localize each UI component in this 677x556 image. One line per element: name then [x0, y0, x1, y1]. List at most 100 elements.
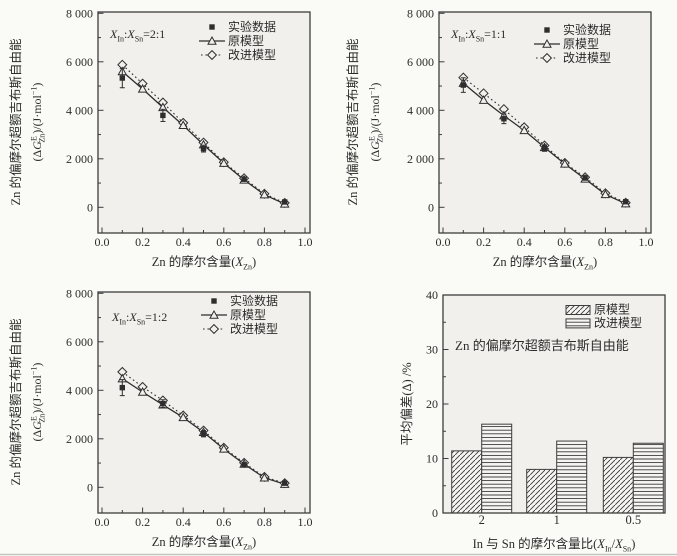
bar-improved — [556, 440, 588, 514]
x-tick-label: 0.4 — [176, 235, 191, 249]
marker-experimental — [119, 384, 125, 391]
marker-improved — [541, 52, 553, 64]
plot-area — [439, 12, 651, 233]
bar-category-label: 1 — [554, 513, 560, 527]
x-tick-label: 0.0 — [95, 235, 110, 249]
x-tick-label: 0.8 — [257, 235, 272, 249]
chart-zn-excess-gibbs-1-2: 0 2 000 4 000 6 000 8 000 0.0 0.2 0.4 0.6 0.8 1.0 Z… — [8, 286, 313, 551]
y-tick-label: 6 000 — [66, 55, 93, 69]
y-axis-label-line1: Zn 的偏摩尔超额吉布斯自由能 — [8, 38, 23, 206]
legend-label: 原模型 — [563, 37, 599, 51]
y-tick-label: 30 — [426, 343, 438, 357]
marker-experimental — [119, 75, 125, 81]
y-axis-label-line1: Zn 的偏摩尔超额吉布斯自由能 — [345, 38, 360, 206]
marker-experimental — [541, 145, 548, 151]
y-tick-label: 0 — [432, 506, 438, 520]
marker-original — [137, 386, 148, 396]
y-axis-label-line1: Zn 的偏摩尔超额吉布斯自由能 — [8, 318, 23, 486]
legend-label: 改进模型 — [228, 48, 276, 62]
marker-improved — [206, 49, 218, 61]
marker-original — [559, 158, 570, 168]
legend-label: 实验数据 — [563, 22, 611, 37]
y-tick-label: 4 000 — [407, 103, 434, 117]
marker-experimental — [241, 176, 247, 182]
marker-original — [178, 412, 189, 422]
x-tick-label: 0.4 — [176, 515, 191, 529]
inset-ratio-label: XIn:XSn=2:1 — [109, 27, 165, 43]
chart-zn-excess-gibbs-1-1: 0 2 000 4 000 6 000 8 000 0.0 0.2 0.4 0.6 0.8 1.0 Z… — [345, 6, 654, 271]
legend-label: 改进模型 — [230, 322, 278, 336]
marker-improved — [208, 323, 220, 335]
marker-original — [137, 83, 148, 93]
x-tick-label: 0.2 — [135, 235, 150, 249]
inset-ratio-label: XIn:XSn=1:2 — [111, 310, 167, 326]
y-tick-label: 8 000 — [66, 6, 93, 20]
y-tick-label: 40 — [426, 288, 438, 302]
legend-label: 原模型 — [228, 34, 264, 48]
marker-experimental — [200, 431, 207, 437]
marker-experimental — [282, 199, 288, 205]
y-axis-label-line2: (ΔGEZn)/(J·mol−1) — [30, 363, 47, 442]
marker-experimental — [460, 82, 466, 88]
y-tick-label: 0 — [87, 480, 93, 494]
y-tick-label: 4 000 — [66, 383, 93, 397]
bar-improved — [632, 442, 664, 514]
x-axis-label: In 与 Sn 的摩尔含量比(XIn/XSn) — [473, 536, 636, 553]
y-tick-label: 20 — [426, 397, 438, 411]
x-tick-label: 0.2 — [476, 235, 491, 249]
x-axis-label: Zn 的摩尔含量(XZn) — [152, 254, 256, 271]
bar-category-label: 2 — [479, 513, 485, 527]
plot-area — [98, 12, 310, 233]
y-tick-label: 0 — [87, 200, 93, 214]
legend-label: 实验数据 — [228, 19, 276, 34]
x-tick-label: 0.6 — [557, 235, 572, 249]
legend-swatch — [565, 305, 591, 315]
marker-original — [259, 472, 270, 482]
x-tick-label: 0.0 — [95, 515, 110, 529]
legend-label: 改进模型 — [563, 51, 611, 65]
y-tick-label: 6 000 — [407, 55, 434, 69]
x-tick-label: 0.8 — [257, 515, 272, 529]
y-axis-label-line2: (ΔGEZn)/(J·mol−1) — [368, 83, 385, 162]
legend-label: 原模型 — [230, 308, 266, 322]
marker-experimental — [544, 27, 550, 33]
marker-original — [207, 35, 217, 45]
marker-original — [218, 158, 229, 167]
y-tick-label: 8 000 — [66, 286, 93, 300]
y-tick-label: 6 000 — [66, 335, 93, 349]
legend-label: 原模型 — [594, 303, 630, 317]
marker-original — [259, 189, 270, 199]
x-tick-label: 0.6 — [216, 235, 231, 249]
y-axis-label-line2: (ΔGEZn)/(J·mol−1) — [30, 83, 47, 162]
chart-average-deviation: 2 1 0.5 0 10 20 30 40 平均偏差(Δ) /% In 与 Sn 的摩尔含量比(X… — [399, 288, 666, 553]
y-tick-label: 2 000 — [66, 432, 93, 446]
x-tick-label: 0.2 — [135, 515, 150, 529]
y-tick-label: 2 000 — [66, 152, 93, 166]
y-axis-label: 平均偏差(Δ) /% — [399, 362, 414, 445]
marker-experimental — [200, 145, 207, 152]
bar-original — [526, 468, 558, 514]
marker-experimental — [209, 24, 215, 30]
x-tick-label: 1.0 — [298, 515, 313, 529]
marker-original — [209, 309, 219, 319]
bar-category-label: 0.5 — [625, 513, 641, 527]
marker-experimental — [160, 400, 166, 407]
marker-experimental — [501, 116, 507, 122]
marker-original — [600, 189, 611, 199]
marker-original — [178, 120, 189, 130]
chart-zn-excess-gibbs-2-1: 0 2 000 4 000 6 000 8 000 0.0 0.2 0.4 0.6 0.8 1.0 Z… — [8, 6, 313, 271]
plot-area — [98, 292, 310, 513]
bar-original — [602, 456, 634, 514]
marker-experimental — [623, 199, 629, 205]
bar-original — [451, 450, 483, 514]
x-tick-label: 0.8 — [598, 235, 613, 249]
legend-label: 改进模型 — [594, 316, 642, 330]
marker-original — [519, 125, 530, 135]
legend-label: 实验数据 — [230, 293, 278, 308]
